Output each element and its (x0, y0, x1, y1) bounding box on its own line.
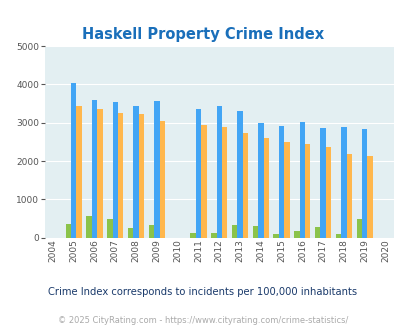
Bar (216, 106, 222, 238)
Bar (231, 225, 237, 238)
Bar (97, 109, 102, 238)
Bar (195, 109, 200, 238)
Bar (252, 226, 258, 238)
Text: Crime Index corresponds to incidents per 100,000 inhabitants: Crime Index corresponds to incidents per… (48, 287, 357, 297)
Bar (367, 156, 372, 238)
Bar (118, 113, 123, 238)
Bar (346, 154, 351, 238)
Bar (154, 101, 159, 238)
Bar (237, 111, 242, 238)
Bar (361, 129, 367, 238)
Bar (86, 216, 92, 238)
Bar (92, 100, 97, 238)
Bar (273, 234, 278, 238)
Bar (356, 219, 361, 238)
Bar (112, 102, 118, 238)
Bar (299, 122, 304, 238)
Bar (320, 128, 325, 238)
Bar (128, 228, 133, 238)
Bar (190, 233, 195, 238)
Bar (335, 234, 340, 238)
Bar (139, 114, 144, 238)
Bar (71, 82, 76, 238)
Bar (263, 138, 268, 238)
Bar (148, 225, 154, 238)
Bar (76, 106, 82, 238)
Bar (340, 127, 346, 238)
Bar (159, 121, 164, 238)
Bar (211, 233, 216, 238)
Bar (278, 126, 284, 238)
Bar (66, 224, 71, 238)
Text: Haskell Property Crime Index: Haskell Property Crime Index (82, 27, 323, 42)
Bar (258, 123, 263, 238)
Bar (133, 106, 139, 238)
Bar (107, 219, 112, 238)
Bar (314, 227, 320, 238)
Text: © 2025 CityRating.com - https://www.cityrating.com/crime-statistics/: © 2025 CityRating.com - https://www.city… (58, 315, 347, 325)
Bar (284, 142, 289, 238)
Bar (325, 147, 330, 238)
Bar (222, 127, 227, 238)
Bar (242, 133, 247, 238)
Bar (294, 231, 299, 238)
Bar (304, 144, 310, 238)
Bar (200, 125, 206, 238)
